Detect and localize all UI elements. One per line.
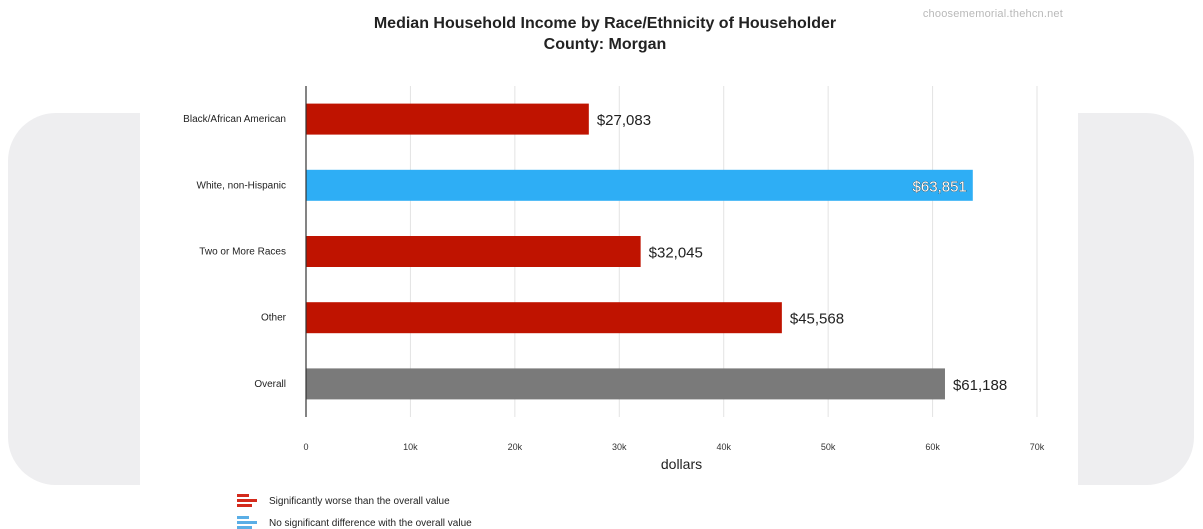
chart-title: Median Household Income by Race/Ethnicit… [373,15,837,32]
chart-subtitle: County: Morgan [543,36,667,53]
value-label: $63,851 [913,178,967,195]
bar [306,236,641,267]
bars-icon [237,494,257,507]
legend: Significantly worse than the overall val… [237,490,472,529]
x-tick-label: 60k [925,442,940,452]
value-label: $45,568 [790,311,844,328]
legend-item-no-difference: No significant difference with the overa… [237,512,472,529]
bars-icon [237,516,257,529]
value-label: $27,083 [597,112,651,129]
x-tick-label: 20k [508,442,523,452]
category-label: Other [261,313,287,324]
category-label: Overall [254,379,286,390]
category-label: Black/African American [183,114,286,125]
x-tick-label: 70k [1030,442,1045,452]
x-axis-title: dollars [661,456,702,472]
watermark: choosememorial.thehcn.net [922,8,1063,20]
legend-label-no-difference: No significant difference with the overa… [269,517,472,529]
bar [306,368,945,400]
category-label: White, non-Hispanic [197,180,286,191]
legend-item-worse: Significantly worse than the overall val… [237,490,472,512]
legend-label-worse: Significantly worse than the overall val… [269,495,450,507]
x-tick-label: 50k [821,442,836,452]
value-label: $32,045 [649,245,703,262]
bar [306,169,973,201]
x-tick-label: 40k [716,442,731,452]
value-label: $61,188 [953,377,1007,394]
category-label: Two or More Races [199,247,286,258]
x-tick-label: 30k [612,442,627,452]
bar [306,302,782,334]
bar [306,103,589,135]
x-tick-label: 10k [403,442,418,452]
x-tick-label: 0 [303,442,308,452]
